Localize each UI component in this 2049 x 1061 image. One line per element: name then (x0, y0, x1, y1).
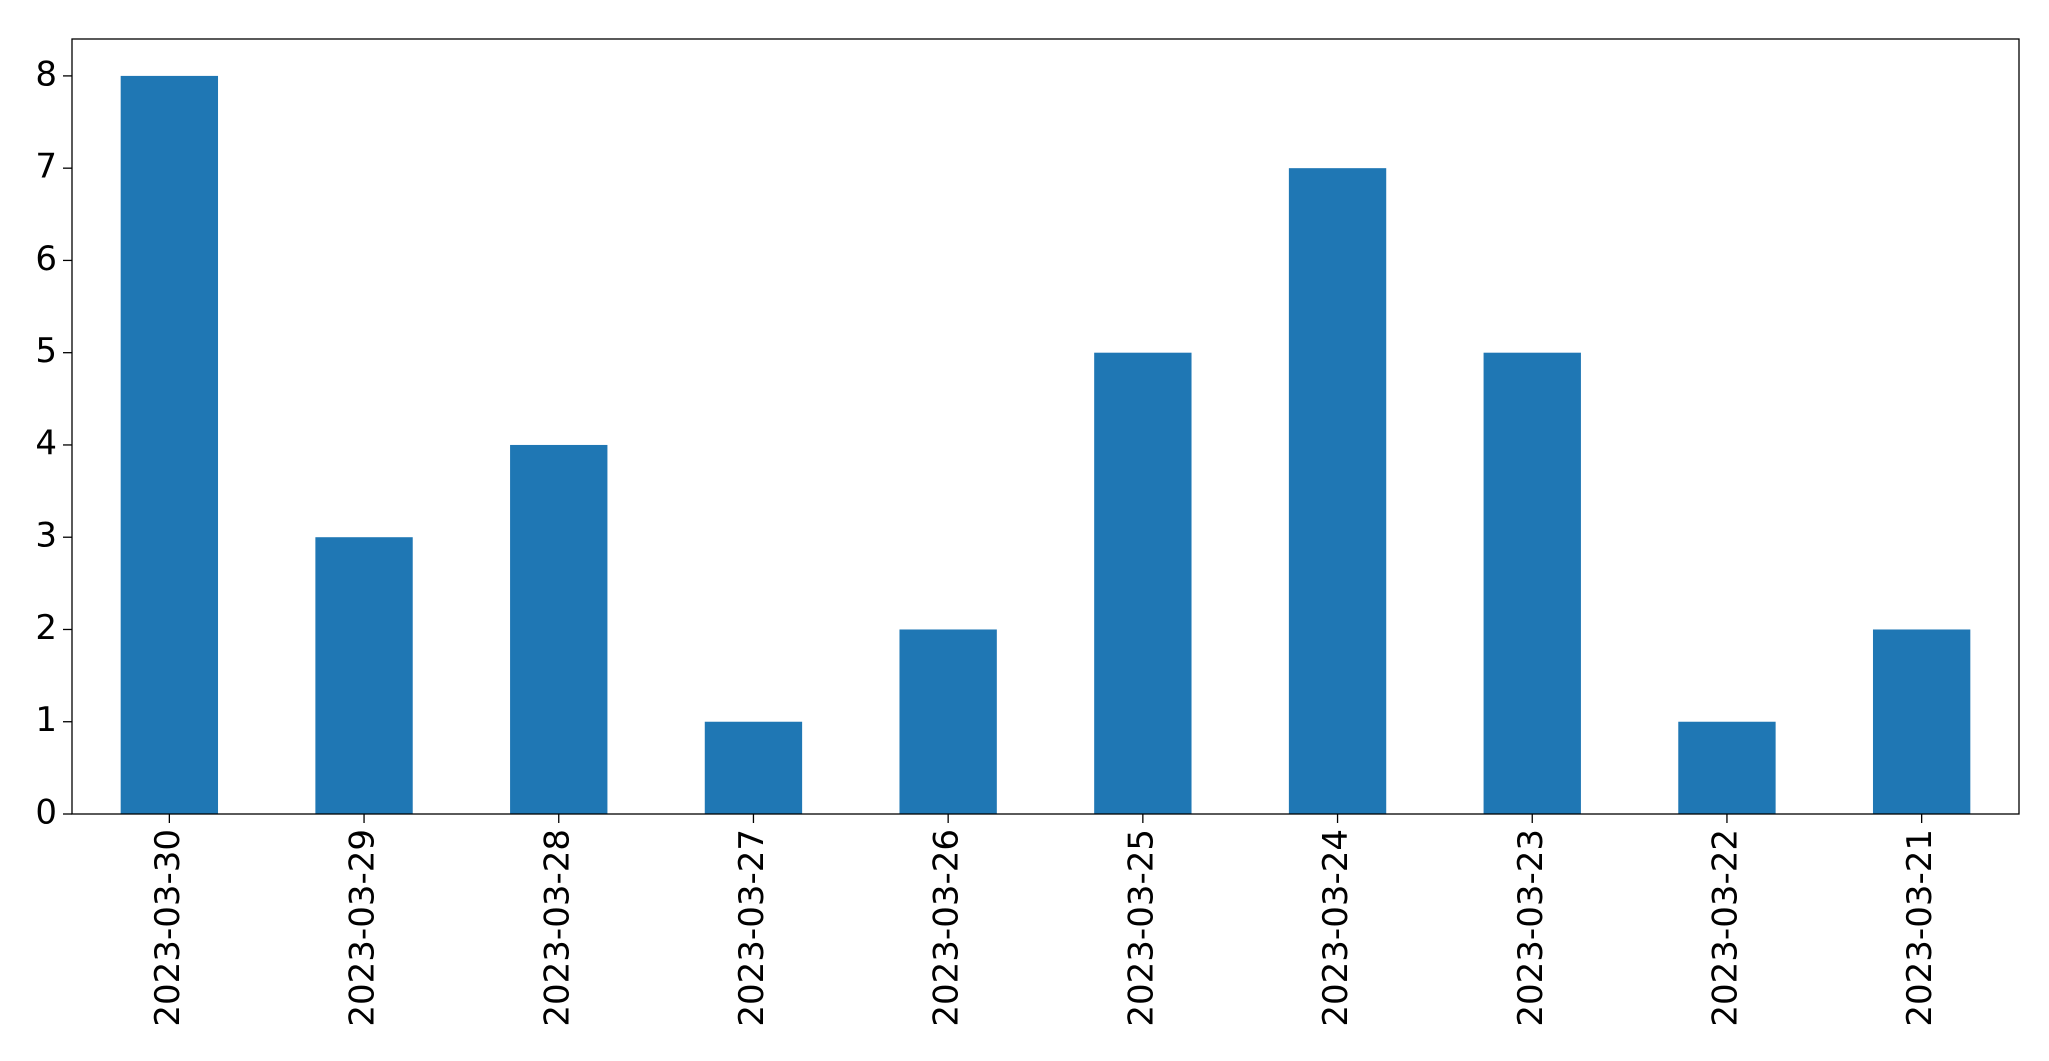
y-tick-label: 5 (35, 331, 57, 371)
x-tick-label: 2023-03-22 (1705, 829, 1745, 1027)
y-tick-label: 3 (35, 516, 57, 556)
bar (1094, 352, 1192, 814)
y-tick-label: 2 (35, 608, 57, 648)
y-tick-label: 0 (35, 793, 57, 833)
bar (899, 629, 997, 814)
x-tick-label: 2023-03-24 (1316, 829, 1356, 1027)
bar (1483, 352, 1581, 814)
y-tick-label: 8 (35, 54, 57, 94)
x-tick-label: 2023-03-28 (537, 829, 577, 1027)
x-tick-label: 2023-03-27 (732, 829, 772, 1027)
bar (1872, 629, 1971, 814)
bar (510, 444, 608, 814)
axes-frame (71, 38, 2020, 815)
x-tick-label: 2023-03-26 (927, 829, 967, 1027)
bar (1678, 721, 1776, 814)
y-tick-label: 1 (35, 700, 57, 740)
bar (315, 537, 413, 814)
x-tick-label: 2023-03-21 (1900, 829, 1940, 1027)
bar (120, 75, 219, 814)
bar (704, 721, 803, 814)
y-tick-label: 6 (35, 239, 57, 279)
y-tick-label: 4 (35, 423, 57, 463)
x-tick-label: 2023-03-25 (1121, 829, 1161, 1027)
x-tick-label: 2023-03-29 (343, 829, 383, 1027)
x-tick-label: 2023-03-30 (148, 829, 188, 1027)
x-tick-label: 2023-03-23 (1511, 829, 1551, 1027)
y-tick-label: 7 (35, 147, 57, 187)
bar (1288, 168, 1387, 814)
